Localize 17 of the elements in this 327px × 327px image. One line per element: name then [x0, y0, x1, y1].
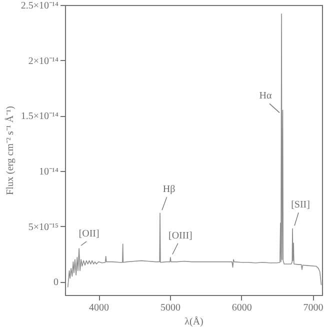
- y-tick-label: 5×10⁻¹⁵: [28, 222, 58, 233]
- x-tick-label: 4000: [89, 302, 110, 314]
- annotation: Hβ: [162, 184, 176, 196]
- y-tick-label: 2×10⁻¹⁴: [28, 56, 60, 67]
- x-tick-label: 6000: [232, 302, 252, 314]
- annotation: [OIII]: [168, 230, 192, 242]
- y-tick-label: 1.5×10⁻¹⁴: [20, 111, 60, 122]
- y-tick-label: 2.5×10⁻¹⁴: [20, 0, 60, 12]
- annotation: Hα: [259, 90, 273, 102]
- annotation: [OII]: [78, 228, 100, 240]
- annotation: [SII]: [291, 200, 310, 211]
- y-axis-title: Flux (erg cm⁻² s⁻¹ Å⁻¹): [4, 106, 16, 195]
- y-tick-label: 0: [54, 277, 58, 288]
- y-tick-label: 10⁻¹⁴: [39, 166, 60, 178]
- x-tick-label: 5000: [160, 302, 180, 314]
- x-tick-label: 7000: [303, 302, 324, 314]
- x-axis-title: λ(Å): [184, 316, 204, 327]
